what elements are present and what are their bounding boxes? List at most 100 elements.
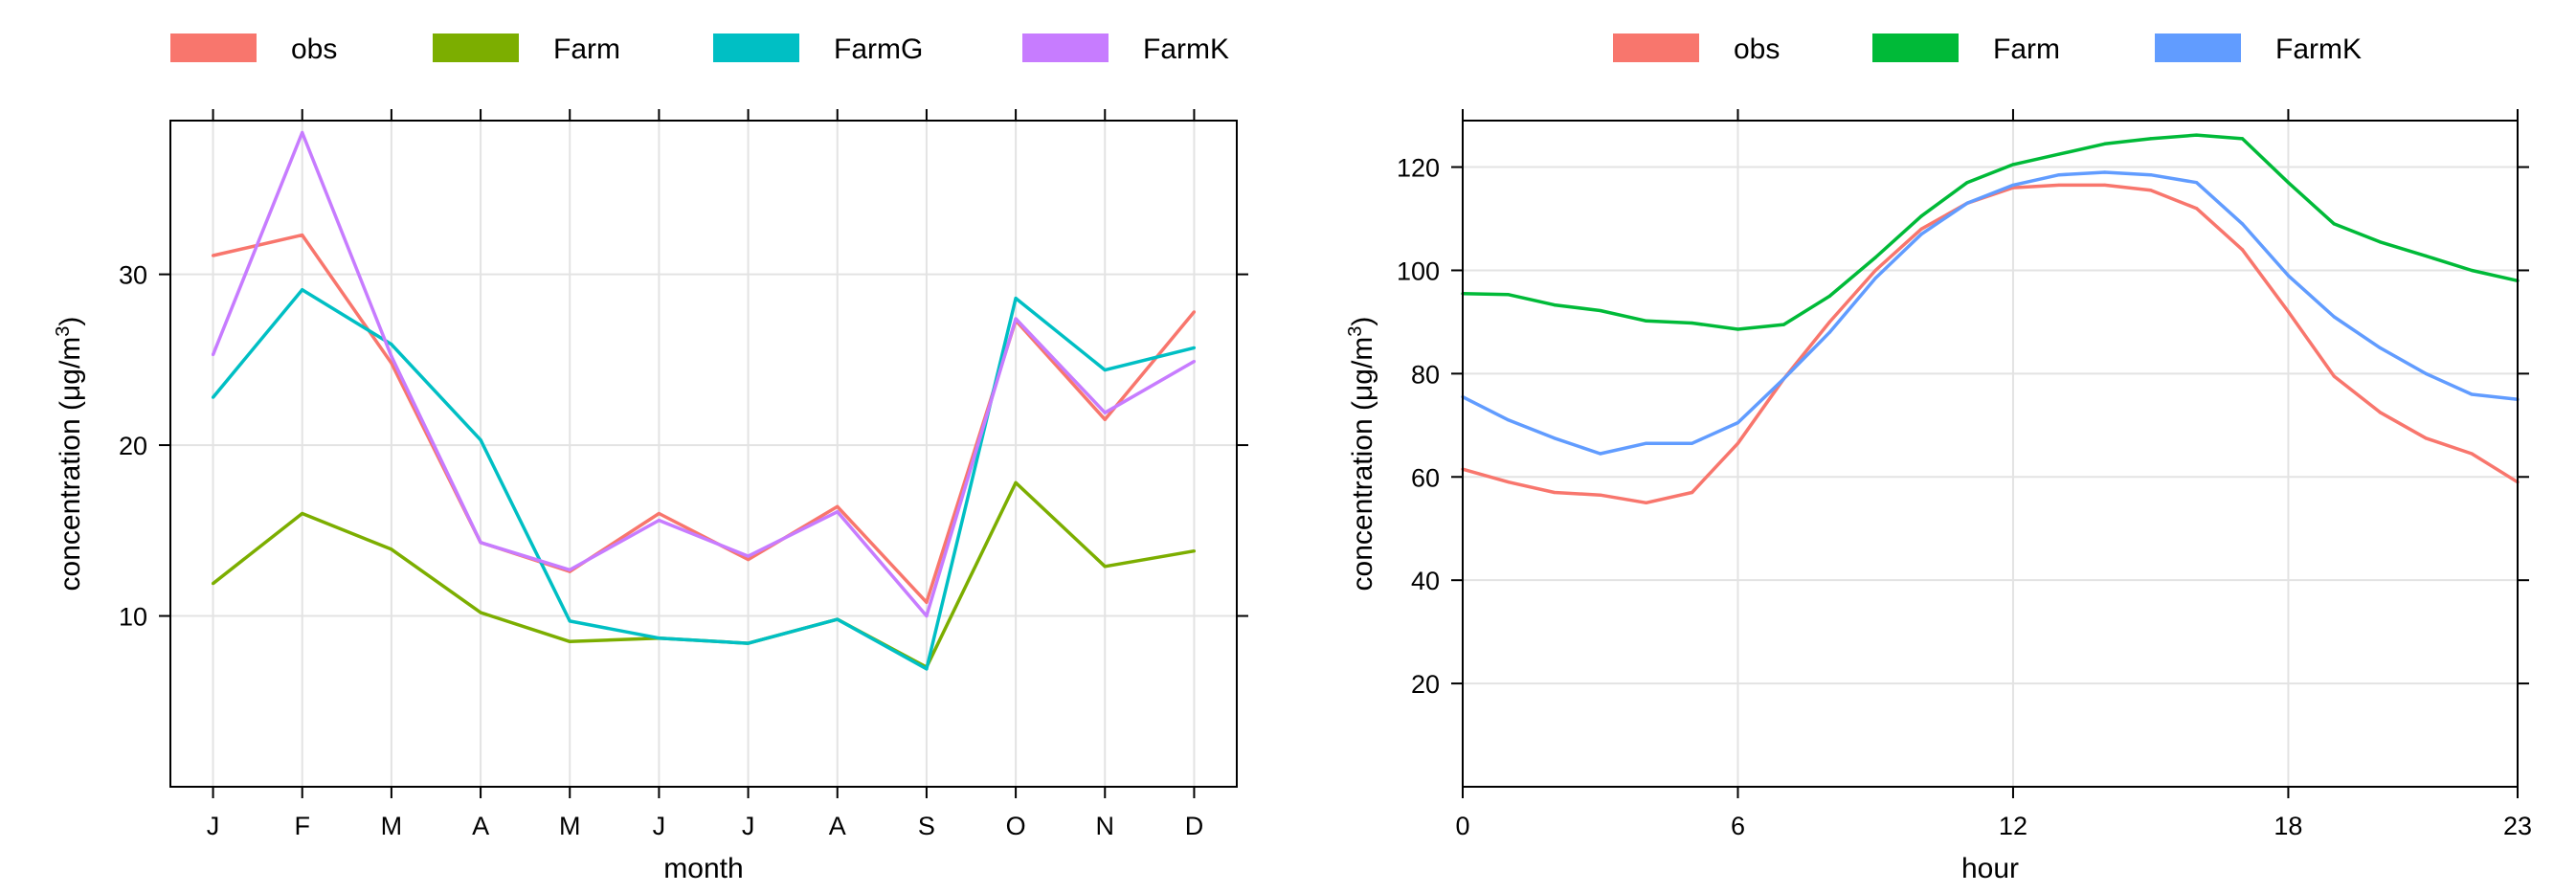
data-point-obs [1599, 493, 1602, 497]
x-tick-label: J [653, 812, 666, 840]
data-point-FarmK [1781, 377, 1785, 381]
data-point-FarmK [657, 519, 661, 523]
data-point-obs [2057, 183, 2061, 188]
data-point-Farm [1781, 323, 1785, 326]
data-point-Farm [1690, 321, 1694, 325]
data-point-Farm [2195, 133, 2199, 137]
data-point-obs [1192, 310, 1197, 314]
data-point-FarmK [301, 130, 304, 135]
legend-label: FarmK [1143, 33, 1229, 65]
data-point-obs [390, 361, 393, 366]
series-line-FarmK [1462, 170, 2519, 456]
data-point-Farm [2424, 254, 2428, 257]
data-point-obs [1553, 490, 1557, 495]
chart-panel-2: 0 6 12 18 23 20 40 60 80 100 120 hour concentration … [1345, 33, 2532, 884]
data-point-FarmK [925, 614, 929, 618]
data-point-obs [2103, 183, 2107, 188]
legend-label: obs [1734, 33, 1780, 65]
data-point-Farm [2470, 268, 2474, 273]
series-line-FarmK [211, 130, 1196, 618]
data-point-FarmK [2332, 315, 2336, 319]
data-point-obs [1103, 417, 1107, 421]
data-point-FarmK [1103, 411, 1107, 414]
x-tick-label: 23 [2503, 812, 2532, 840]
y-tick-label: 100 [1397, 257, 1440, 285]
data-point-FarmG [1192, 346, 1197, 349]
y-tick-label: 20 [119, 432, 147, 460]
x-tick-label: 12 [1999, 812, 2027, 840]
y-tick-label: 10 [119, 603, 147, 632]
data-point-FarmG [746, 641, 750, 645]
data-point-FarmK [2286, 274, 2291, 278]
data-point-obs [1873, 268, 1877, 273]
y-axis-title: concentration (μg/m3) [1345, 317, 1378, 592]
data-point-Farm [1919, 214, 1923, 218]
legend-label: FarmK [2275, 33, 2362, 65]
x-tick-label: 18 [2274, 812, 2302, 840]
legend-swatch-FarmK [1022, 33, 1109, 62]
data-point-obs [746, 558, 750, 562]
series-line-FarmG [212, 287, 1195, 671]
x-tick-label: D [1185, 812, 1204, 840]
data-point-FarmK [1690, 441, 1694, 445]
data-point-FarmK [1736, 421, 1740, 425]
series-line-Farm [1462, 133, 2519, 331]
x-tick-label: M [381, 812, 403, 840]
data-point-FarmK [2103, 170, 2107, 174]
data-point-Farm [2149, 137, 2153, 141]
x-tick-label: J [207, 812, 220, 840]
data-point-FarmK [1553, 436, 1557, 440]
data-point-obs [2149, 189, 2153, 192]
data-point-obs [2378, 411, 2382, 414]
x-tick-label: 6 [1731, 812, 1745, 840]
data-point-FarmG [1103, 368, 1107, 372]
data-point-Farm [211, 582, 215, 586]
data-point-Farm [390, 547, 393, 551]
data-point-FarmK [2424, 371, 2428, 375]
data-point-FarmK [2378, 346, 2382, 349]
data-point-FarmK [2149, 173, 2153, 177]
data-point-Farm [568, 639, 571, 643]
data-point-FarmK [390, 354, 393, 358]
data-point-obs [1919, 227, 1923, 231]
data-point-FarmK [1827, 330, 1831, 334]
y-tick-label: 30 [119, 261, 147, 290]
data-point-obs [925, 600, 929, 604]
data-point-FarmK [2195, 181, 2199, 185]
y-tick-label: 60 [1411, 463, 1440, 492]
x-axis-title: month [663, 853, 743, 884]
x-tick-label: O [1006, 812, 1026, 840]
x-tick-label: J [742, 812, 755, 840]
data-point-Farm [2378, 240, 2382, 244]
data-point-FarmK [1645, 441, 1648, 445]
data-point-obs [211, 254, 215, 257]
data-point-Farm [479, 611, 482, 614]
x-tick-label: M [559, 812, 581, 840]
y-tick-label: 120 [1397, 154, 1440, 183]
data-point-obs [1507, 480, 1511, 484]
data-point-Farm [2057, 152, 2061, 156]
data-point-FarmK [1014, 317, 1018, 321]
data-point-Farm [2332, 222, 2336, 226]
data-point-obs [1645, 501, 1648, 504]
data-point-Farm [2011, 163, 2015, 167]
data-point-FarmG [657, 636, 661, 640]
data-point-obs [2195, 207, 2199, 211]
legend-swatch-Farm [1872, 33, 1959, 62]
data-point-Farm [2286, 181, 2291, 185]
data-point-obs [2286, 310, 2291, 314]
data-point-FarmK [1599, 452, 1602, 456]
y-tick-label: 80 [1411, 360, 1440, 389]
data-point-Farm [1507, 293, 1511, 297]
data-point-Farm [2240, 137, 2245, 141]
data-point-FarmG [568, 619, 571, 623]
data-point-Farm [1553, 303, 1557, 307]
legend-swatch-FarmK [2155, 33, 2241, 62]
data-point-obs [2424, 436, 2428, 440]
data-point-FarmG [479, 438, 482, 442]
data-point-FarmK [568, 568, 571, 571]
data-point-FarmG [390, 343, 393, 346]
legend-label: Farm [553, 33, 620, 65]
plot-frame [169, 120, 1238, 788]
